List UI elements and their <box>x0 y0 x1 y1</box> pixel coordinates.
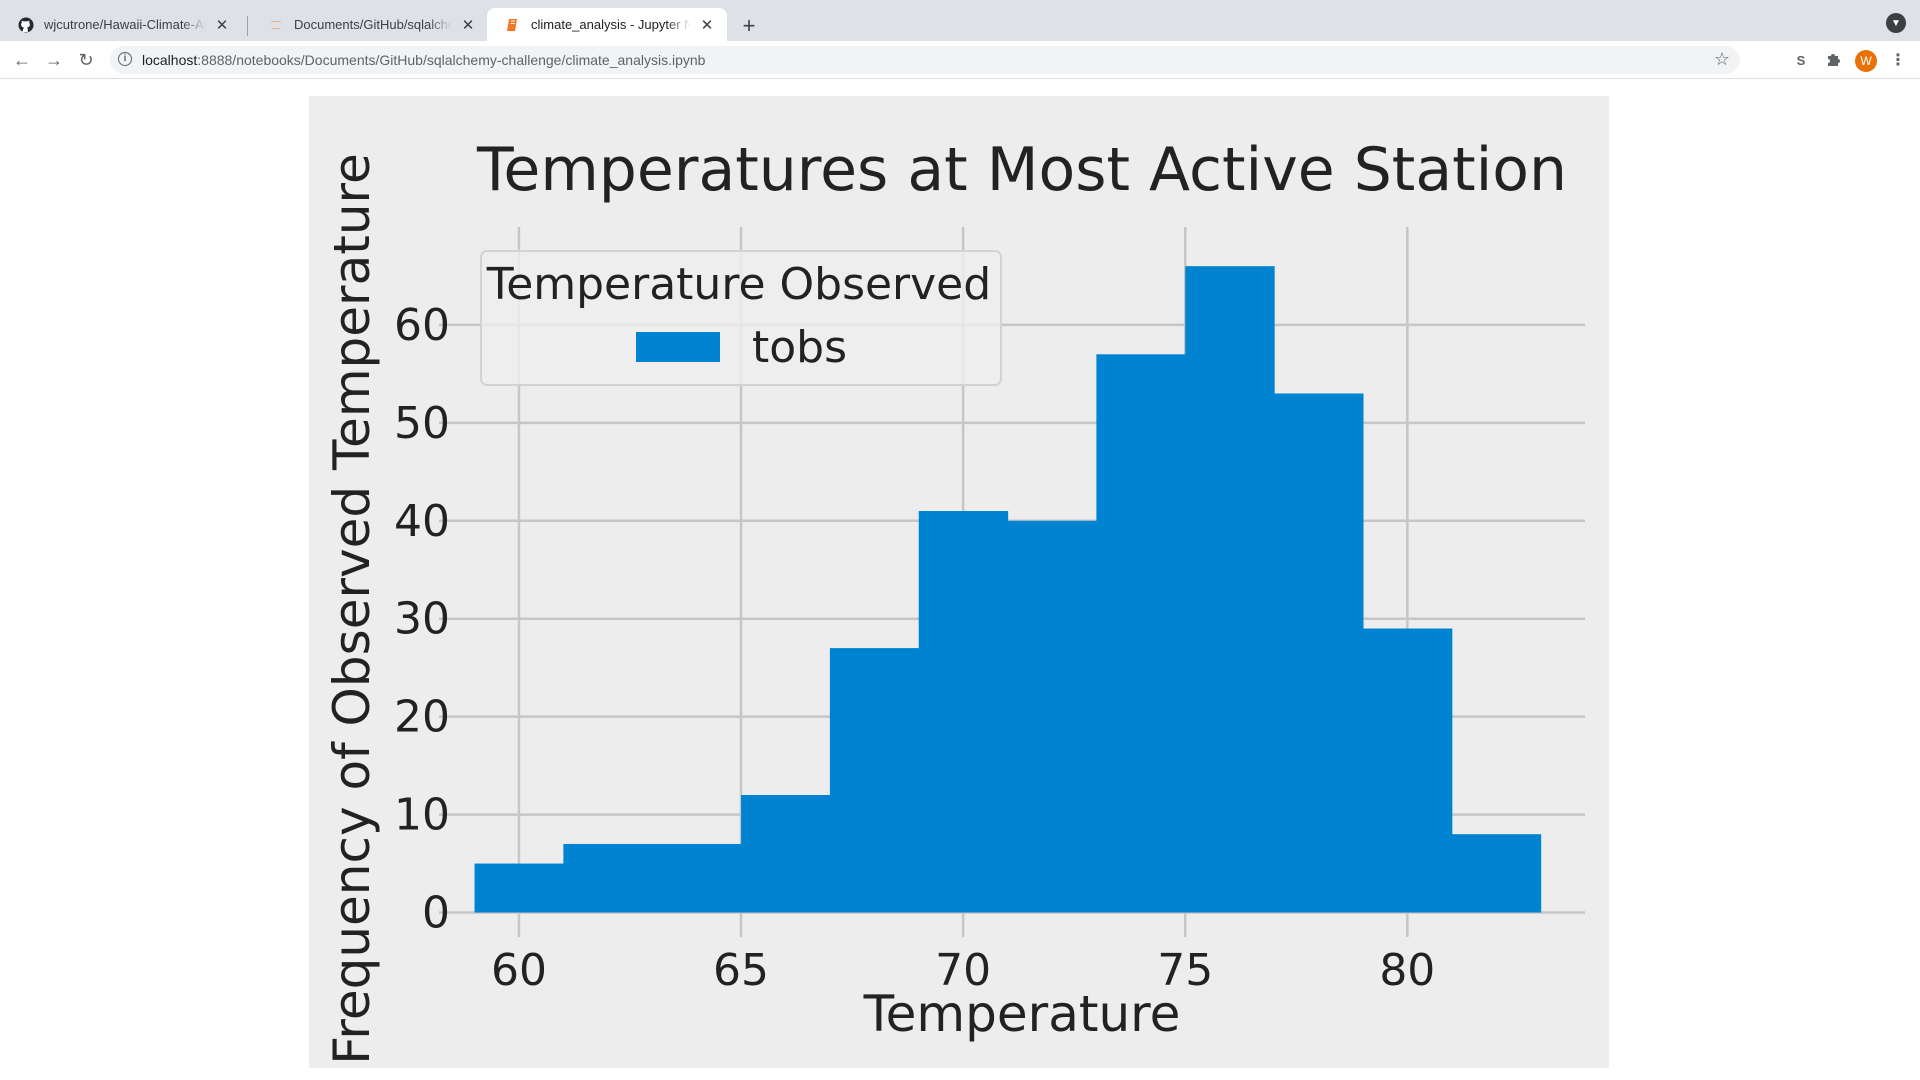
histogram-bar <box>741 795 831 913</box>
tab-strip: wjcutrone/Hawaii-Climate-Analysis ✕ Docu… <box>0 0 1920 41</box>
x-tick-label: 80 <box>1379 945 1435 996</box>
extensions-puzzle-icon[interactable] <box>1823 50 1843 70</box>
close-icon[interactable]: ✕ <box>700 16 714 34</box>
address-bar[interactable]: i localhost:8888/notebooks/Documents/Git… <box>110 46 1740 74</box>
tab-title: wjcutrone/Hawaii-Climate-Analysis <box>44 17 206 32</box>
histogram-bar <box>918 511 1009 913</box>
close-icon[interactable]: ✕ <box>215 16 229 34</box>
notebook-icon <box>505 17 521 33</box>
x-tick-label: 65 <box>713 945 769 996</box>
x-tick-label: 60 <box>491 945 547 996</box>
histogram-bar <box>1362 628 1453 913</box>
histogram-chart: 60 65 70 75 80 0 10 20 30 40 50 60 Temperatures at … <box>309 96 1609 1068</box>
tab-climate-analysis[interactable]: climate_analysis - Jupyter Notebook ✕ <box>487 8 727 41</box>
tab-title: climate_analysis - Jupyter Notebook <box>531 17 691 32</box>
x-tick-label: 70 <box>935 945 991 996</box>
histogram-bar <box>652 843 742 913</box>
close-icon[interactable]: ✕ <box>461 16 475 34</box>
extension-icon[interactable]: S <box>1796 52 1806 68</box>
legend-title: Temperature Observed <box>486 259 991 310</box>
jupyter-icon <box>268 17 284 33</box>
tab-title: Documents/GitHub/sqlalchemy-challenge/ <box>294 17 452 32</box>
bookmark-star-icon[interactable]: ☆ <box>1713 49 1730 69</box>
github-icon <box>18 17 34 33</box>
tab-github[interactable]: wjcutrone/Hawaii-Climate-Analysis ✕ <box>0 8 242 41</box>
legend: Temperature Observed tobs <box>480 250 1002 386</box>
y-axis-label: Frequency of Observed Temperature <box>323 153 381 1064</box>
y-tick-label: 40 <box>394 496 450 547</box>
histogram-figure: 60 65 70 75 80 0 10 20 30 40 50 60 Temperatures at … <box>309 96 1609 1068</box>
histogram-bar <box>829 648 920 913</box>
histogram-bar <box>1274 393 1364 913</box>
y-tick-label: 10 <box>394 790 450 841</box>
site-info-icon[interactable]: i <box>118 52 132 66</box>
histogram-bar <box>1185 266 1275 913</box>
tab-search-icon[interactable]: ▼ <box>1886 13 1906 33</box>
histogram-bar <box>1096 354 1186 913</box>
avatar[interactable]: W <box>1855 50 1877 72</box>
tab-jupyter-tree[interactable]: Documents/GitHub/sqlalchemy-challenge/ ✕ <box>250 8 488 41</box>
legend-swatch <box>636 332 720 362</box>
forward-icon[interactable]: → <box>45 49 63 70</box>
y-tick-label: 60 <box>394 300 450 351</box>
legend-box <box>480 250 1002 386</box>
reload-icon[interactable]: ↻ <box>78 49 94 70</box>
more-menu-icon[interactable]: ⋮ <box>1890 52 1906 69</box>
x-axis-label: Temperature <box>863 985 1181 1043</box>
url-host: localhost <box>142 52 198 68</box>
page-content: 60 65 70 75 80 0 10 20 30 40 50 60 Temperatures at … <box>0 79 1920 1080</box>
back-icon[interactable]: ← <box>13 49 31 70</box>
url-path: :8888/notebooks/Documents/GitHub/sqlalch… <box>197 52 706 68</box>
y-tick-label: 50 <box>394 398 450 449</box>
histogram-bar <box>1007 520 1097 913</box>
url-text[interactable]: localhost:8888/notebooks/Documents/GitHu… <box>142 52 705 68</box>
histogram-bar <box>474 863 564 913</box>
y-tick-label: 20 <box>394 692 450 743</box>
chart-title: Temperatures at Most Active Station <box>476 135 1567 205</box>
axis-ticks: 60 65 70 75 80 0 10 20 30 40 50 60 <box>394 300 1435 996</box>
new-tab-button[interactable]: + <box>742 13 756 38</box>
y-tick-label: 0 <box>422 888 450 939</box>
histogram-bar <box>563 843 653 913</box>
histogram-bars <box>474 266 1542 913</box>
browser-toolbar: ← → ↻ i localhost:8888/notebooks/Documen… <box>0 41 1920 79</box>
y-tick-label: 30 <box>394 594 450 645</box>
legend-entry-tobs: tobs <box>752 322 847 373</box>
tab-separator <box>247 16 248 36</box>
histogram-bar <box>1451 834 1542 913</box>
x-tick-label: 75 <box>1157 945 1213 996</box>
